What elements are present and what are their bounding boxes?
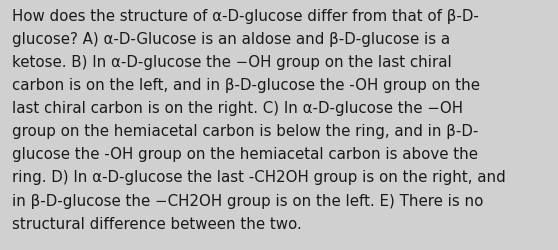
Text: last chiral carbon is on the right. C) In α-D-glucose the −OH: last chiral carbon is on the right. C) I… bbox=[12, 101, 463, 116]
Text: ring. D) In α-D-glucose the last -CH2OH group is on the right, and: ring. D) In α-D-glucose the last -CH2OH … bbox=[12, 170, 506, 185]
Text: in β-D-glucose the −CH2OH group is on the left. E) There is no: in β-D-glucose the −CH2OH group is on th… bbox=[12, 193, 484, 208]
Text: carbon is on the left, and in β-D-glucose the -OH group on the: carbon is on the left, and in β-D-glucos… bbox=[12, 78, 480, 93]
Text: structural difference between the two.: structural difference between the two. bbox=[12, 216, 302, 231]
Text: ketose. B) In α-D-glucose the −OH group on the last chiral: ketose. B) In α-D-glucose the −OH group … bbox=[12, 55, 452, 70]
Text: glucose the -OH group on the hemiacetal carbon is above the: glucose the -OH group on the hemiacetal … bbox=[12, 147, 478, 162]
Text: How does the structure of α-D-glucose differ from that of β-D-: How does the structure of α-D-glucose di… bbox=[12, 9, 479, 24]
Text: group on the hemiacetal carbon is below the ring, and in β-D-: group on the hemiacetal carbon is below … bbox=[12, 124, 479, 139]
Text: glucose? A) α-D-Glucose is an aldose and β-D-glucose is a: glucose? A) α-D-Glucose is an aldose and… bbox=[12, 32, 450, 47]
